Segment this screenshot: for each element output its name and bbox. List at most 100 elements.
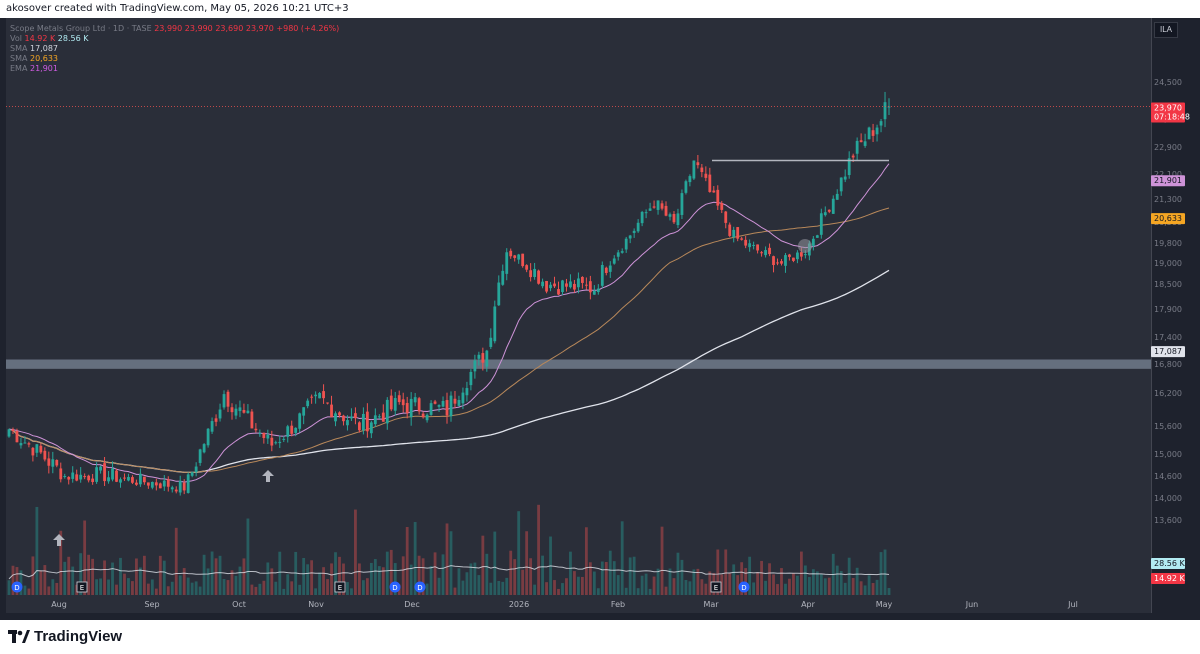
dividend-marker-icon (414, 581, 426, 593)
volume-bar (632, 556, 636, 595)
volume-bar (696, 568, 700, 595)
candle (119, 477, 122, 488)
ohlc-low: 23,690 (215, 24, 244, 33)
volume-bar (441, 554, 445, 595)
volume-badge: 14.92 K (1151, 573, 1185, 584)
candle-body (541, 281, 544, 287)
volume-bar (270, 568, 274, 595)
candle-body (867, 127, 871, 140)
candle (736, 227, 740, 242)
candle-body (322, 391, 325, 399)
candle-body (234, 408, 238, 416)
candle (477, 351, 481, 366)
candle-body (91, 478, 95, 483)
candle-body (409, 398, 413, 418)
candle (131, 475, 134, 485)
volume-bar (855, 567, 859, 595)
volume-bar (230, 570, 234, 595)
candle-body (369, 422, 373, 434)
candle-body (664, 205, 668, 216)
volume-bar (477, 575, 481, 595)
candle-body (481, 353, 485, 363)
candle-body (178, 480, 182, 493)
currency-button[interactable]: ILA (1154, 22, 1178, 38)
candle (517, 253, 521, 264)
volume-bar (91, 558, 95, 595)
volume-bar (246, 518, 250, 595)
volume-bar (286, 574, 290, 595)
y-tick-label: 19,800 (1154, 239, 1182, 248)
support-zone-layer (6, 359, 1151, 369)
volume-bar (533, 584, 537, 595)
x-tick-label: Sep (144, 600, 159, 609)
candle-body (521, 253, 525, 267)
candle (234, 404, 238, 420)
volume-bar (111, 562, 114, 595)
candle-body (27, 443, 31, 445)
volume-bar (465, 572, 469, 595)
volume-bar (740, 562, 744, 595)
candle-body (19, 443, 23, 446)
footer-bar: TradingView (0, 620, 1200, 654)
candle-body (330, 404, 333, 418)
candle (676, 208, 680, 229)
candle (485, 349, 489, 372)
candle-body (672, 214, 676, 223)
chart-plot-area[interactable] (6, 18, 1151, 613)
candle-body (720, 203, 724, 210)
volume-bar (497, 580, 501, 595)
volume-bar (764, 580, 767, 595)
volume-bar (51, 579, 55, 595)
candle (628, 234, 632, 244)
candle (752, 241, 756, 250)
candle (413, 392, 417, 407)
ohlc-open: 23,990 (154, 24, 183, 33)
volume-bar (214, 558, 218, 595)
candle (350, 408, 353, 422)
candle (242, 403, 246, 414)
volume-bar (600, 561, 604, 595)
candle-body (246, 410, 250, 414)
volume-bar (867, 575, 871, 595)
candle (505, 248, 509, 281)
candle-body (67, 476, 71, 480)
candle-body (282, 438, 286, 440)
candle-body (361, 413, 365, 431)
candle-body (290, 425, 294, 434)
candle-body (139, 473, 142, 485)
candle-body (107, 477, 110, 482)
candle-body (473, 360, 477, 372)
volume-bar (557, 588, 560, 595)
tradingview-logo-icon (8, 630, 30, 643)
candle (764, 246, 767, 258)
candle (47, 451, 51, 474)
candle-body (119, 479, 122, 483)
candle (473, 354, 477, 379)
candle (166, 476, 170, 492)
volume-bar (485, 553, 489, 595)
candle-body (326, 402, 329, 404)
candle (15, 428, 19, 443)
volume-bar (720, 574, 724, 595)
x-tick-label: Dec (404, 600, 419, 609)
volume-bar (616, 575, 620, 595)
volume-bar (170, 581, 174, 595)
candle-body (796, 252, 799, 260)
candle-body (652, 206, 656, 208)
candle-body (469, 371, 473, 386)
volume-bar (39, 570, 43, 595)
candle (863, 133, 867, 148)
candle-body (158, 483, 162, 489)
candle (91, 473, 95, 485)
candle (354, 407, 357, 425)
volume-bar (656, 568, 660, 595)
volume-bar (644, 573, 648, 595)
candle-body (103, 463, 106, 482)
legend-panel: Scope Metals Group Ltd · 1D · TASE 23,99… (10, 24, 339, 74)
candle-body (760, 252, 763, 254)
volume-bar (425, 583, 429, 595)
candle (274, 440, 278, 445)
candle-body (306, 400, 310, 407)
